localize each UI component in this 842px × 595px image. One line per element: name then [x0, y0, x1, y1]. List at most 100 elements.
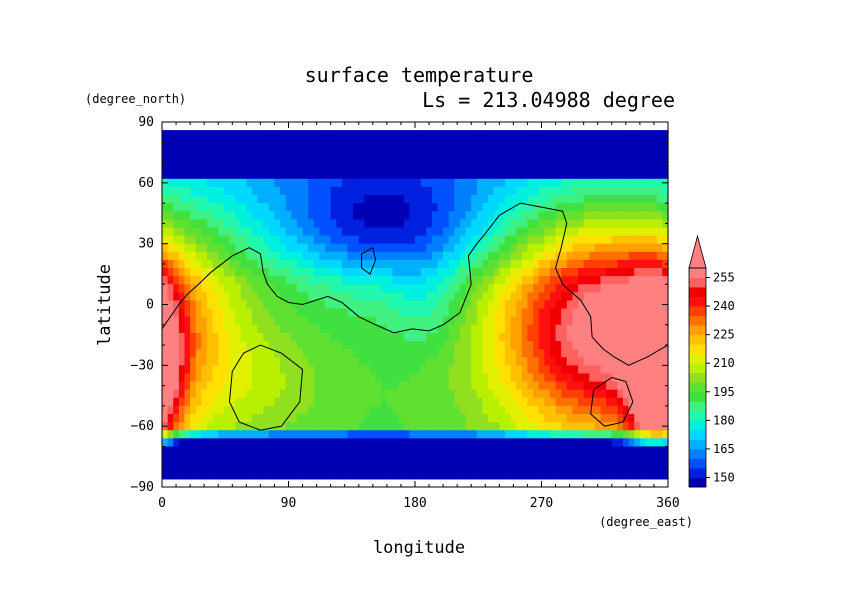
heatmap-cell [437, 462, 444, 472]
heatmap-cell [651, 284, 658, 293]
heatmap-cell [296, 146, 304, 156]
heatmap-cell [521, 373, 529, 383]
heatmap-cell [583, 405, 590, 415]
heatmap-cell [302, 186, 309, 196]
heatmap-cell [420, 454, 427, 464]
heatmap-cell [336, 332, 343, 342]
heatmap-cell [516, 186, 523, 196]
heatmap-cell [325, 219, 332, 229]
heatmap-cell [634, 470, 641, 480]
heatmap-cell [606, 462, 613, 472]
heatmap-cell [162, 332, 169, 342]
heatmap-cell [167, 357, 174, 366]
heatmap-cell [476, 251, 484, 261]
heatmap-cell [583, 454, 590, 464]
heatmap-cell [257, 235, 264, 245]
heatmap-cell [167, 462, 174, 472]
heatmap-cell [639, 462, 647, 472]
heatmap-cell [662, 316, 669, 326]
heatmap-cell [589, 138, 596, 147]
heatmap-cell [167, 138, 174, 147]
heatmap-cell [285, 332, 292, 342]
heatmap-cell [656, 430, 663, 439]
heatmap-cell [178, 389, 186, 399]
heatmap-cell [195, 259, 202, 269]
heatmap-cell [212, 405, 219, 415]
heatmap-cell [431, 178, 439, 188]
heatmap-cell [415, 243, 422, 253]
heatmap-cell [398, 211, 405, 220]
heatmap-cell [561, 414, 568, 423]
heatmap-cell [437, 470, 444, 480]
heatmap-cell [606, 138, 613, 147]
heatmap-cell [516, 300, 523, 310]
heatmap-cell [628, 462, 635, 472]
heatmap-cell [448, 138, 455, 147]
heatmap-cell [527, 349, 534, 358]
heatmap-cell [645, 381, 652, 391]
heatmap-cell [392, 178, 399, 188]
heatmap-cell [409, 454, 416, 464]
heatmap-cell [403, 178, 410, 188]
heatmap-cell [251, 276, 259, 285]
heatmap-cell [251, 438, 259, 448]
heatmap-cell [471, 170, 478, 180]
heatmap-cell [634, 349, 641, 358]
heatmap-cell [212, 341, 219, 350]
heatmap-cell [420, 300, 427, 310]
heatmap-cell [415, 365, 422, 375]
heatmap-cell [246, 146, 253, 156]
heatmap-cell [549, 268, 557, 277]
heatmap-cell [544, 276, 551, 285]
heatmap-cell [403, 284, 410, 293]
heatmap-cell [465, 243, 472, 253]
heatmap-cell [358, 397, 365, 407]
heatmap-cell [257, 324, 264, 334]
heatmap-cell [600, 146, 607, 156]
heatmap-cell [184, 373, 191, 383]
heatmap-cell [364, 227, 371, 237]
heatmap-cell [347, 300, 354, 310]
heatmap-cell [291, 308, 298, 318]
heatmap-cell [465, 332, 472, 342]
heatmap-cell [516, 162, 523, 172]
heatmap-cell [184, 276, 191, 285]
heatmap-cell [611, 292, 618, 302]
heatmap-cell [330, 276, 337, 285]
heatmap-cell [302, 462, 309, 472]
heatmap-cell [375, 446, 382, 456]
heatmap-cell [358, 300, 365, 310]
heatmap-cell [431, 251, 439, 261]
heatmap-cell [651, 235, 658, 245]
heatmap-cell [594, 357, 602, 366]
heatmap-cell [190, 138, 197, 147]
heatmap-cell [325, 454, 332, 464]
heatmap-cell [600, 422, 607, 431]
heatmap-cell [521, 414, 529, 423]
heatmap-cell [499, 397, 506, 407]
heatmap-cell [617, 414, 624, 423]
heatmap-cell [364, 365, 371, 375]
heatmap-cell [426, 341, 433, 350]
heatmap-cell [325, 349, 332, 358]
heatmap-cell [330, 462, 337, 472]
heatmap-cell [639, 308, 647, 318]
heatmap-cell [454, 422, 461, 431]
heatmap-cell [173, 178, 180, 188]
heatmap-cell [572, 397, 579, 407]
heatmap-cell [549, 138, 557, 147]
heatmap-cell [336, 251, 343, 261]
heatmap-cell [628, 454, 635, 464]
heatmap-cell [347, 162, 354, 172]
heatmap-cell [488, 405, 495, 415]
heatmap-cell [173, 389, 180, 399]
heatmap-cell [561, 381, 568, 391]
heatmap-cell [583, 243, 590, 253]
heatmap-cell [246, 162, 253, 172]
heatmap-cell [611, 138, 618, 147]
heatmap-cell [437, 316, 444, 326]
heatmap-cell [516, 316, 523, 326]
heatmap-cell [190, 316, 197, 326]
heatmap-cell [240, 308, 247, 318]
